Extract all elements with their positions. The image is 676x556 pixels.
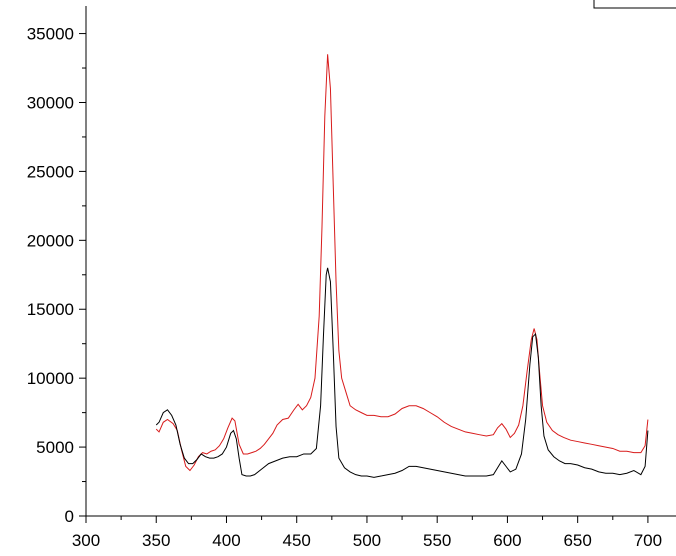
x-tick-label: 600 bbox=[493, 531, 521, 550]
x-tick-label: 650 bbox=[563, 531, 591, 550]
x-tick-label: 550 bbox=[423, 531, 451, 550]
y-tick-label: 35000 bbox=[27, 25, 74, 44]
plot-area bbox=[155, 54, 649, 478]
y-tick-label: 30000 bbox=[27, 93, 74, 112]
axes: 300 350 400 450 500 550 600 650 700 0 5000 10000 150… bbox=[27, 6, 676, 550]
y-tick-label: 25000 bbox=[27, 162, 74, 181]
x-tick-label: 700 bbox=[634, 531, 662, 550]
series-line-1 bbox=[155, 267, 649, 478]
x-tick-label: 400 bbox=[212, 531, 240, 550]
y-tick-label: 5000 bbox=[36, 438, 74, 457]
y-tick-label: 10000 bbox=[27, 369, 74, 388]
series-line-0 bbox=[155, 54, 649, 472]
y-tick-label: 0 bbox=[65, 507, 74, 526]
legend-box bbox=[593, 0, 676, 9]
x-tick-label: 500 bbox=[353, 531, 381, 550]
x-tick-label: 300 bbox=[72, 531, 100, 550]
x-tick-label: 450 bbox=[283, 531, 311, 550]
y-tick-label: 15000 bbox=[27, 300, 74, 319]
y-tick-label: 20000 bbox=[27, 231, 74, 250]
x-tick-label: 350 bbox=[142, 531, 170, 550]
